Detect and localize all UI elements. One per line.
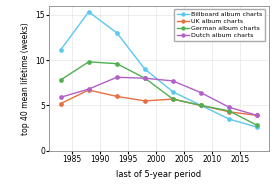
Billboard album charts [143, 68, 147, 70]
Dutch album charts [256, 114, 259, 116]
Billboard album charts [115, 32, 118, 34]
Dutch album charts [143, 77, 147, 79]
German album charts [59, 79, 62, 81]
German album charts [143, 77, 147, 79]
X-axis label: last of 5-year period: last of 5-year period [116, 170, 201, 179]
Billboard album charts [256, 126, 259, 128]
Billboard album charts [171, 91, 175, 93]
Line: Billboard album charts: Billboard album charts [59, 10, 259, 129]
German album charts [256, 124, 259, 127]
UK album charts [87, 89, 90, 91]
Billboard album charts [199, 104, 203, 107]
Line: German album charts: German album charts [59, 60, 259, 127]
Dutch album charts [115, 76, 118, 78]
German album charts [87, 61, 90, 63]
Dutch album charts [59, 96, 62, 98]
Line: Dutch album charts: Dutch album charts [59, 75, 259, 117]
Legend: Billboard album charts, UK album charts, German album charts, Dutch album charts: Billboard album charts, UK album charts,… [174, 9, 266, 41]
UK album charts [143, 100, 147, 102]
UK album charts [227, 111, 231, 113]
UK album charts [171, 98, 175, 100]
UK album charts [59, 102, 62, 105]
Y-axis label: top 40 mean lifetime (weeks): top 40 mean lifetime (weeks) [21, 22, 30, 135]
Billboard album charts [87, 11, 90, 13]
UK album charts [115, 95, 118, 98]
Billboard album charts [59, 49, 62, 51]
UK album charts [256, 114, 259, 116]
Dutch album charts [87, 88, 90, 90]
UK album charts [199, 104, 203, 107]
German album charts [171, 98, 175, 100]
Dutch album charts [171, 80, 175, 82]
German album charts [115, 63, 118, 65]
Billboard album charts [227, 118, 231, 120]
Dutch album charts [227, 106, 231, 108]
German album charts [199, 104, 203, 107]
German album charts [227, 110, 231, 112]
Line: UK album charts: UK album charts [59, 88, 259, 117]
Dutch album charts [199, 92, 203, 94]
